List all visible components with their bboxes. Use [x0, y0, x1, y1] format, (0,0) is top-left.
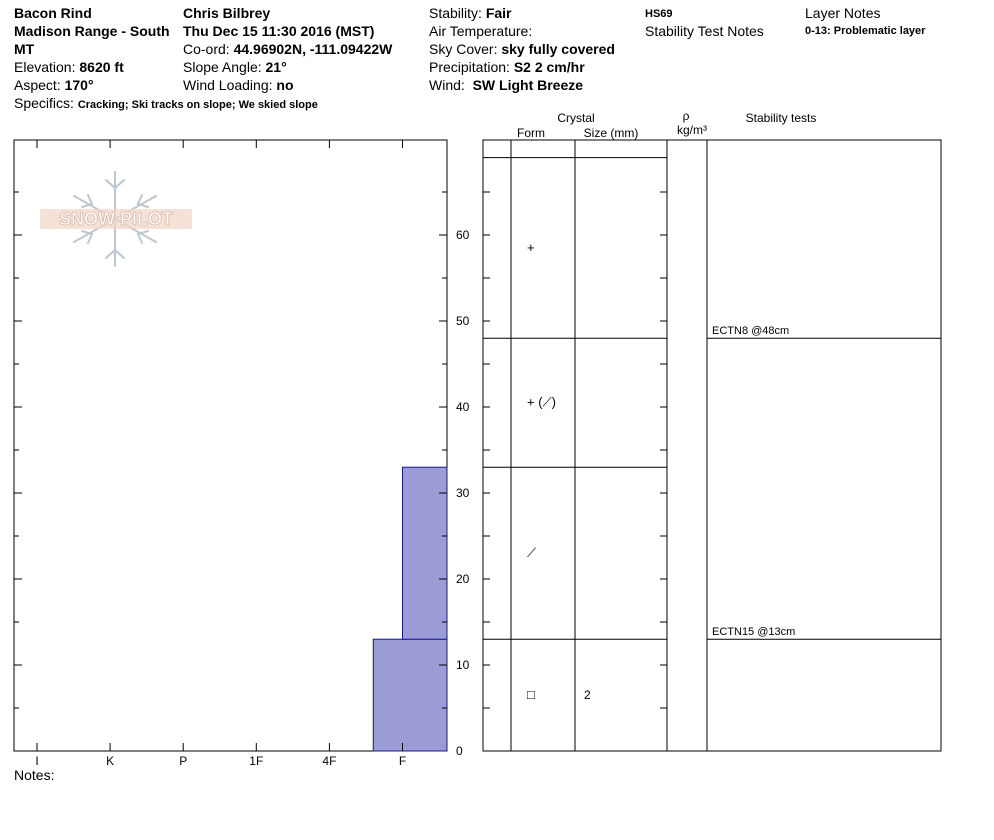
- sky-value: sky fully covered: [501, 41, 615, 57]
- stability-value: Fair: [485, 5, 512, 21]
- layer-size-0: 2: [584, 688, 591, 702]
- y-tick-label-50: 50: [456, 314, 470, 328]
- layer-table-grid: [482, 139, 942, 752]
- hardness-bar-0: [372, 638, 448, 752]
- form-header: Form: [517, 126, 545, 140]
- layer-form-3: +: [527, 240, 535, 255]
- x-tick-label-0: I: [35, 754, 38, 768]
- precip-label: Precipitation:: [429, 59, 510, 75]
- hardness-bar-1: [402, 466, 448, 640]
- x-tick-label-2: P: [179, 754, 187, 768]
- rho-header: ρ: [683, 109, 690, 123]
- y-tick-label-60: 60: [456, 228, 470, 242]
- air-temp-label: Air Temperature:: [429, 23, 533, 39]
- coord-label: Co-ord:: [183, 41, 230, 57]
- notes-label: Notes:: [14, 767, 55, 783]
- y-tick-label-0: 0: [456, 744, 463, 758]
- layer-form-2: + (⟋): [527, 395, 556, 410]
- slope-value: 21°: [265, 59, 287, 75]
- x-tick-label-5: F: [399, 754, 406, 768]
- precip-value: S2 2 cm/hr: [513, 59, 585, 75]
- elevation-label: Elevation:: [14, 59, 76, 75]
- range-line2: MT: [14, 41, 35, 57]
- wind-loading-label: Wind Loading:: [183, 77, 273, 93]
- specifics-label: Specifics:: [14, 95, 74, 111]
- air-temperature: Air Temperature:: [429, 22, 532, 40]
- stability-tests-header: Stability tests: [746, 111, 817, 125]
- size-header: Size (mm): [584, 126, 639, 140]
- range-line1: Madison Range - South: [14, 23, 170, 39]
- layer-notes-title: Layer Notes: [805, 5, 881, 21]
- wind-value: SW Light Breeze: [472, 77, 584, 93]
- wind: Wind: SW Light Breeze: [429, 76, 583, 94]
- crystal-header: Crystal: [557, 111, 594, 125]
- slope-angle: Slope Angle: 21°: [183, 58, 287, 76]
- logo-text: SNOW PILOT: [59, 209, 173, 229]
- aspect-value: 170°: [64, 77, 94, 93]
- y-tick-label-10: 10: [456, 658, 470, 672]
- wind-loading: Wind Loading: no: [183, 76, 294, 94]
- snow-height: HS69: [645, 8, 673, 20]
- coord-value: 44.96902N, -111.09422W: [233, 41, 393, 57]
- stability-label: Stability:: [429, 5, 482, 21]
- wind-loading-value: no: [276, 77, 294, 93]
- snowpilot-logo: SNOW PILOT: [40, 171, 192, 267]
- observation-datetime: Thu Dec 15 11:30 2016 (MST): [183, 23, 375, 39]
- layer-form-1: ⟋: [527, 545, 537, 560]
- x-tick-label-3: 1F: [249, 754, 263, 768]
- elevation-value: 8620 ft: [79, 59, 124, 75]
- sky-cover: Sky Cover: sky fully covered: [429, 40, 615, 58]
- aspect-label: Aspect:: [14, 77, 61, 93]
- stability-test-label-0: ECTN15 @13cm: [712, 626, 795, 638]
- slope-label: Slope Angle:: [183, 59, 262, 75]
- wind-label: Wind:: [429, 77, 465, 93]
- y-tick-label-40: 40: [456, 400, 470, 414]
- y-tick-label-30: 30: [456, 486, 470, 500]
- hardness-plot-frame: [13, 139, 448, 752]
- elevation: Elevation: 8620 ft: [14, 58, 124, 76]
- stability: Stability: Fair: [429, 4, 512, 22]
- sky-label: Sky Cover:: [429, 41, 498, 57]
- x-tick-label-1: K: [106, 754, 114, 768]
- x-tick-label-4: 4F: [322, 754, 336, 768]
- specifics-value: Cracking; Ski tracks on slope; We skied …: [77, 99, 318, 111]
- observer-name: Chris Bilbrey: [183, 5, 271, 21]
- stability-test-label-1: ECTN8 @48cm: [712, 325, 789, 337]
- precipitation: Precipitation: S2 2 cm/hr: [429, 58, 585, 76]
- layer-form-0: □: [527, 687, 535, 702]
- density-unit-header: kg/m³: [677, 123, 707, 137]
- aspect: Aspect: 170°: [14, 76, 94, 94]
- stability-test-notes: Stability Test Notes: [645, 23, 764, 39]
- y-tick-label-20: 20: [456, 572, 470, 586]
- coordinates: Co-ord: 44.96902N, -111.09422W: [183, 40, 392, 58]
- specifics: Specifics: Cracking; Ski tracks on slope…: [14, 94, 318, 114]
- layer-note: 0-13: Problematic layer: [805, 25, 926, 37]
- site-name: Bacon Rind: [14, 5, 92, 21]
